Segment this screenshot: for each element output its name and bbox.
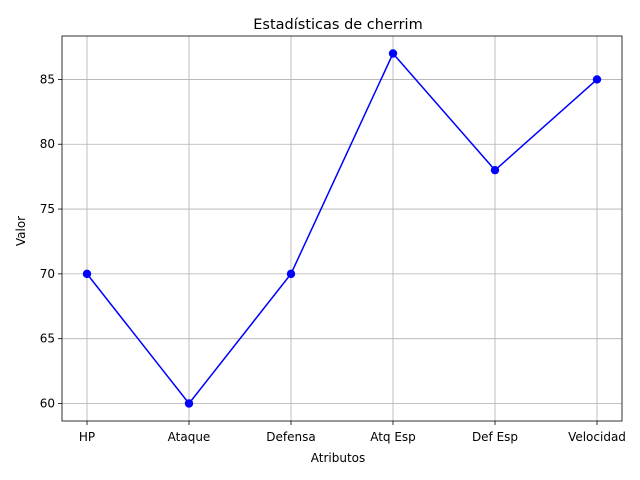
data-point xyxy=(286,269,296,279)
y-tick-label: 70 xyxy=(40,267,55,281)
y-axis-label: Valor xyxy=(14,216,28,246)
x-tick-label: Ataque xyxy=(168,430,211,444)
data-point xyxy=(592,75,602,84)
y-axis-ticks: 60 65 70 75 80 85 xyxy=(40,72,62,411)
x-tick-label: Defensa xyxy=(266,430,315,444)
data-point xyxy=(184,399,194,408)
chart-title: Estadísticas de cherrim xyxy=(253,17,422,33)
data-point xyxy=(388,49,398,58)
grid-lines xyxy=(62,36,622,421)
x-tick-label: Atq Esp xyxy=(370,430,416,444)
data-point xyxy=(82,269,92,279)
x-tick-label: Def Esp xyxy=(472,430,518,444)
x-axis-label: Atributos xyxy=(311,451,366,465)
x-tick-label: HP xyxy=(79,430,95,444)
y-tick-label: 80 xyxy=(40,137,55,151)
plot-frame xyxy=(61,35,623,422)
data-point xyxy=(490,165,500,175)
data-series xyxy=(82,49,602,408)
y-tick-label: 60 xyxy=(40,397,55,411)
y-tick-label: 65 xyxy=(40,332,55,346)
y-tick-label: 85 xyxy=(40,72,55,86)
series-line xyxy=(86,52,598,405)
y-tick-label: 75 xyxy=(40,202,55,216)
x-tick-label: Velocidad xyxy=(568,430,626,444)
x-axis-ticks: HP Ataque Defensa Atq Esp Def Esp Velocidad xyxy=(79,421,626,444)
